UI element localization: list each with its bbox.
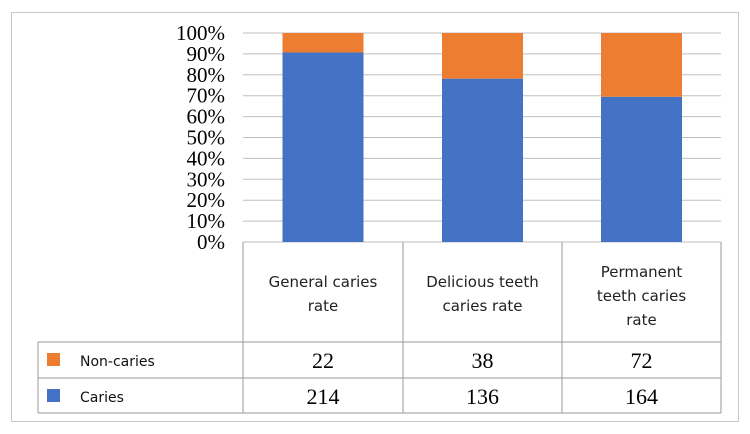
category-label: rate [626, 311, 656, 329]
y-tick-label: 100% [176, 21, 225, 45]
y-tick-label: 50% [187, 126, 226, 150]
bar-non-caries [282, 33, 364, 53]
bar-caries [442, 78, 523, 242]
table-cell-value: 72 [631, 348, 653, 373]
bar-caries [282, 52, 364, 243]
category-label: rate [308, 297, 338, 315]
category-label: teeth caries [597, 287, 686, 305]
table-cell-value: 214 [307, 384, 340, 409]
bar-non-caries [442, 33, 523, 79]
category-label: Delicious teeth [426, 273, 539, 291]
y-tick-label: 30% [187, 167, 226, 191]
y-tick-label: 80% [187, 63, 226, 87]
bar-non-caries [601, 33, 682, 97]
category-label: General caries [269, 273, 378, 291]
legend-label: Non-caries [80, 354, 155, 370]
category-label: caries rate [442, 297, 522, 315]
table-cell-value: 136 [466, 384, 499, 409]
y-tick-label: 0% [197, 230, 225, 254]
y-tick-label: 70% [187, 84, 226, 108]
legend-label: Caries [80, 390, 124, 406]
y-tick-label: 10% [187, 209, 226, 233]
table-cell-value: 164 [625, 384, 658, 409]
y-tick-label: 90% [187, 42, 226, 66]
y-tick-label: 20% [187, 188, 226, 212]
y-tick-label: 40% [187, 146, 226, 170]
blue-square-icon [47, 389, 60, 402]
table-cell-value: 22 [312, 348, 334, 373]
table-cell-value: 38 [472, 348, 494, 373]
y-tick-label: 60% [187, 105, 226, 129]
bar-caries [601, 96, 682, 242]
orange-square-icon [47, 353, 60, 366]
category-label: Permanent [601, 263, 683, 281]
